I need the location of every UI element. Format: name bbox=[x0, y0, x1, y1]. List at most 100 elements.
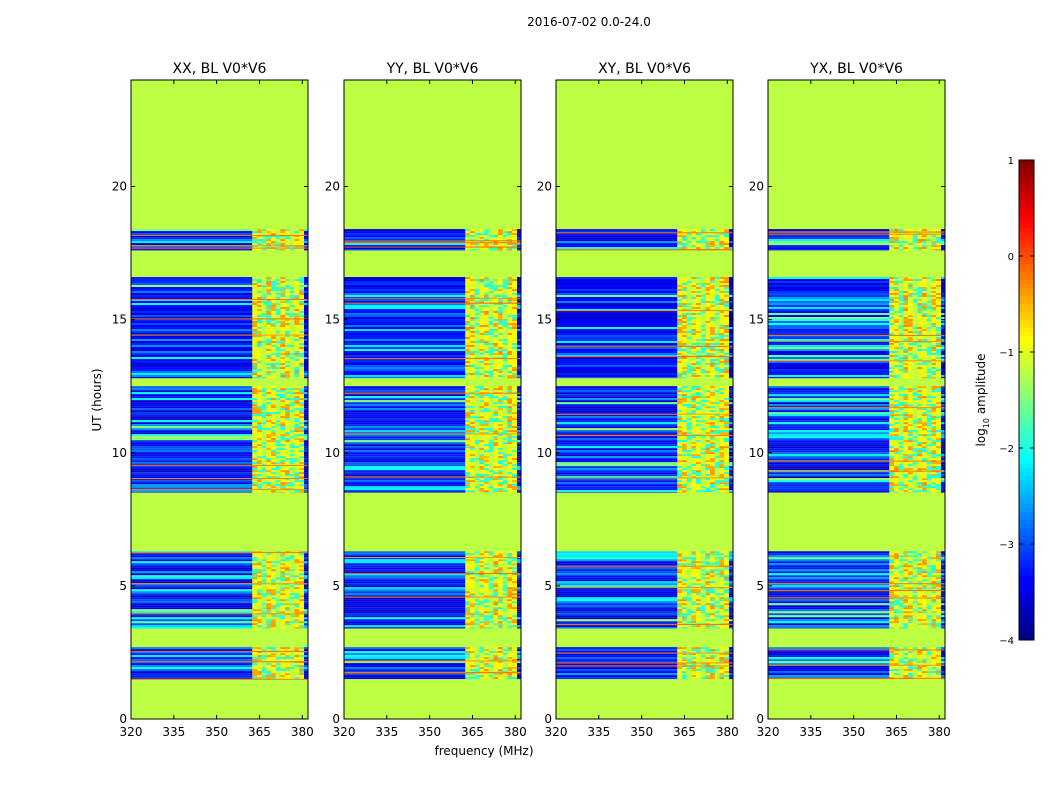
rfi-cell bbox=[271, 367, 276, 370]
rfi-cell bbox=[252, 440, 258, 443]
rfi-cell bbox=[502, 291, 508, 294]
quiet-row bbox=[131, 283, 253, 286]
rfi-cell bbox=[261, 406, 267, 409]
rfi-cell bbox=[294, 424, 300, 427]
rfi-cell bbox=[465, 677, 471, 680]
rfi-cell bbox=[275, 315, 281, 318]
rfi-cell bbox=[488, 361, 494, 364]
quiet-row bbox=[516, 442, 521, 445]
quiet-row bbox=[728, 677, 733, 680]
rfi-cell bbox=[498, 347, 504, 350]
rfi-cell bbox=[470, 229, 475, 232]
quiet-row bbox=[131, 349, 253, 352]
rfi-cell bbox=[470, 456, 475, 459]
rfi-cell bbox=[252, 317, 258, 320]
rfi-cell bbox=[498, 613, 504, 616]
rfi-cell bbox=[686, 581, 692, 584]
rfi-line bbox=[344, 596, 521, 598]
rfi-cell bbox=[493, 565, 499, 568]
rfi-cell bbox=[507, 398, 513, 401]
rfi-cell bbox=[285, 434, 291, 437]
rfi-cell bbox=[465, 351, 471, 354]
rfi-cell bbox=[470, 565, 475, 568]
rfi-cell bbox=[280, 627, 286, 629]
rfi-cell bbox=[714, 553, 720, 556]
rfi-cell bbox=[502, 293, 508, 296]
quiet-row bbox=[516, 416, 521, 419]
rfi-cell bbox=[498, 430, 504, 433]
rfi-cell bbox=[465, 482, 471, 485]
rfi-cell bbox=[502, 295, 508, 298]
rfi-cell bbox=[294, 579, 300, 582]
quiet-row bbox=[303, 349, 308, 352]
rfi-cell bbox=[484, 565, 489, 568]
rfi-cell bbox=[498, 492, 504, 493]
rfi-cell bbox=[705, 647, 711, 650]
quiet-row bbox=[131, 476, 253, 479]
rfi-cell bbox=[289, 583, 295, 586]
rfi-cell bbox=[266, 454, 272, 457]
rfi-cell bbox=[285, 353, 291, 356]
rfi-cell bbox=[294, 309, 300, 312]
rfi-cell bbox=[299, 476, 305, 479]
rfi-cell bbox=[498, 667, 504, 670]
rfi-cell bbox=[266, 593, 272, 596]
rfi-cell bbox=[266, 293, 272, 296]
rfi-cell bbox=[507, 444, 513, 447]
rfi-cell bbox=[488, 287, 494, 290]
quiet-row bbox=[344, 388, 466, 391]
rfi-cell bbox=[498, 343, 504, 346]
rfi-cell bbox=[493, 309, 499, 312]
quiet-row bbox=[344, 438, 466, 441]
rfi-cell bbox=[470, 301, 475, 304]
rfi-cell bbox=[512, 410, 518, 413]
rfi-cell bbox=[719, 563, 725, 566]
rfi-cell bbox=[488, 281, 494, 284]
rfi-cell bbox=[470, 428, 475, 431]
quiet-row bbox=[516, 555, 521, 558]
rfi-cell bbox=[261, 579, 267, 582]
rfi-cell bbox=[465, 466, 471, 469]
rfi-cell bbox=[502, 398, 508, 401]
rfi-cell bbox=[289, 285, 295, 288]
rfi-cell bbox=[266, 249, 272, 251]
rfi-cell bbox=[285, 241, 291, 244]
rfi-cell bbox=[474, 651, 480, 654]
rfi-cell bbox=[696, 575, 701, 578]
rfi-cell bbox=[682, 677, 687, 680]
rfi-cell bbox=[261, 408, 267, 411]
rfi-cell bbox=[686, 561, 692, 564]
rfi-cell bbox=[502, 241, 508, 244]
rfi-cell bbox=[271, 313, 276, 316]
quiet-row bbox=[303, 404, 308, 407]
rfi-cell bbox=[289, 305, 295, 308]
rfi-cell bbox=[285, 671, 291, 674]
rfi-cell bbox=[493, 599, 499, 602]
rfi-cell bbox=[507, 400, 513, 403]
rfi-cell bbox=[493, 390, 499, 393]
rfi-cell bbox=[507, 305, 513, 308]
quiet-row bbox=[131, 351, 253, 354]
rfi-cell bbox=[257, 317, 262, 320]
rfi-cell bbox=[271, 480, 276, 483]
rfi-cell bbox=[470, 603, 475, 606]
rfi-cell bbox=[299, 361, 305, 364]
quiet-row bbox=[131, 422, 253, 425]
rfi-cell bbox=[512, 589, 518, 592]
quiet-row bbox=[131, 466, 253, 469]
rfi-cell bbox=[502, 603, 508, 606]
rfi-cell bbox=[271, 434, 276, 437]
rfi-cell bbox=[285, 426, 291, 429]
rfi-cell bbox=[289, 575, 295, 578]
rfi-cell bbox=[474, 231, 480, 234]
quiet-row bbox=[516, 285, 521, 288]
rfi-cell bbox=[252, 369, 258, 372]
rfi-cell bbox=[470, 400, 475, 403]
rfi-cell bbox=[271, 343, 276, 346]
rfi-cell bbox=[271, 472, 276, 475]
rfi-cell bbox=[686, 649, 692, 652]
rfi-cell bbox=[285, 345, 291, 348]
quiet-row bbox=[303, 414, 308, 417]
quiet-row bbox=[131, 388, 253, 391]
rfi-cell bbox=[502, 434, 508, 437]
